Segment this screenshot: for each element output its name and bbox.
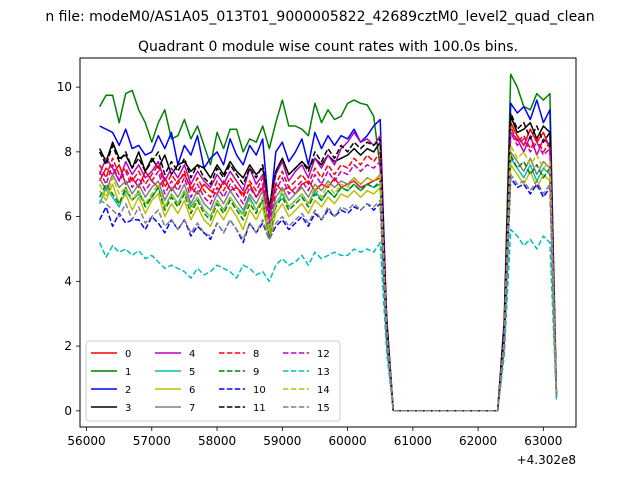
legend-box bbox=[85, 340, 341, 422]
legend-label-11: 11 bbox=[253, 403, 266, 414]
series-line-14 bbox=[98, 144, 558, 412]
y-tick-label: 2 bbox=[64, 339, 72, 353]
series-line-12 bbox=[98, 131, 558, 412]
legend-label-7: 7 bbox=[189, 403, 195, 414]
x-tick-label: 56000 bbox=[67, 434, 105, 448]
legend-label-9: 9 bbox=[253, 367, 259, 378]
legend-label-4: 4 bbox=[189, 349, 195, 360]
x-tick-label: 58000 bbox=[198, 434, 236, 448]
legend-label-6: 6 bbox=[189, 385, 195, 396]
series-layer bbox=[98, 73, 558, 412]
x-tick-label: 59000 bbox=[263, 434, 301, 448]
x-tick-label: 63000 bbox=[524, 434, 562, 448]
x-axis: 56000 57000 58000 59000 60000 61000 62000 63000 bbox=[67, 427, 562, 448]
legend-label-14: 14 bbox=[317, 385, 330, 396]
legend-label-2: 2 bbox=[125, 385, 131, 396]
x-tick-label: 57000 bbox=[133, 434, 171, 448]
legend-label-12: 12 bbox=[317, 349, 330, 360]
figure-suptitle: n file: modeM0/AS1A05_013T01_9000005822_… bbox=[45, 9, 594, 25]
legend-label-0: 0 bbox=[125, 349, 131, 360]
y-tick-label: 4 bbox=[64, 274, 72, 288]
series-line-13 bbox=[98, 228, 558, 412]
x-tick-label: 60000 bbox=[328, 434, 366, 448]
x-tick-label: 62000 bbox=[459, 434, 497, 448]
legend-label-5: 5 bbox=[189, 367, 195, 378]
legend-label-8: 8 bbox=[253, 349, 259, 360]
legend-label-15: 15 bbox=[317, 403, 330, 414]
chart-title: Quadrant 0 module wise count rates with … bbox=[138, 39, 518, 55]
x-axis-offset-label: +4.302e8 bbox=[517, 453, 576, 467]
legend-label-10: 10 bbox=[253, 385, 266, 396]
series-line-15 bbox=[99, 173, 558, 412]
legend-label-3: 3 bbox=[125, 403, 131, 414]
legend-label-1: 1 bbox=[125, 367, 131, 378]
x-tick-label: 61000 bbox=[394, 434, 432, 448]
plot-area-frame bbox=[79, 57, 577, 428]
y-tick-label: 10 bbox=[57, 80, 72, 94]
y-tick-label: 8 bbox=[64, 145, 72, 159]
legend-label-13: 13 bbox=[317, 367, 330, 378]
series-line-11 bbox=[98, 112, 558, 412]
y-tick-label: 0 bbox=[64, 404, 72, 418]
y-tick-label: 6 bbox=[64, 210, 72, 224]
y-axis: 0 2 4 6 8 10 bbox=[57, 80, 80, 418]
